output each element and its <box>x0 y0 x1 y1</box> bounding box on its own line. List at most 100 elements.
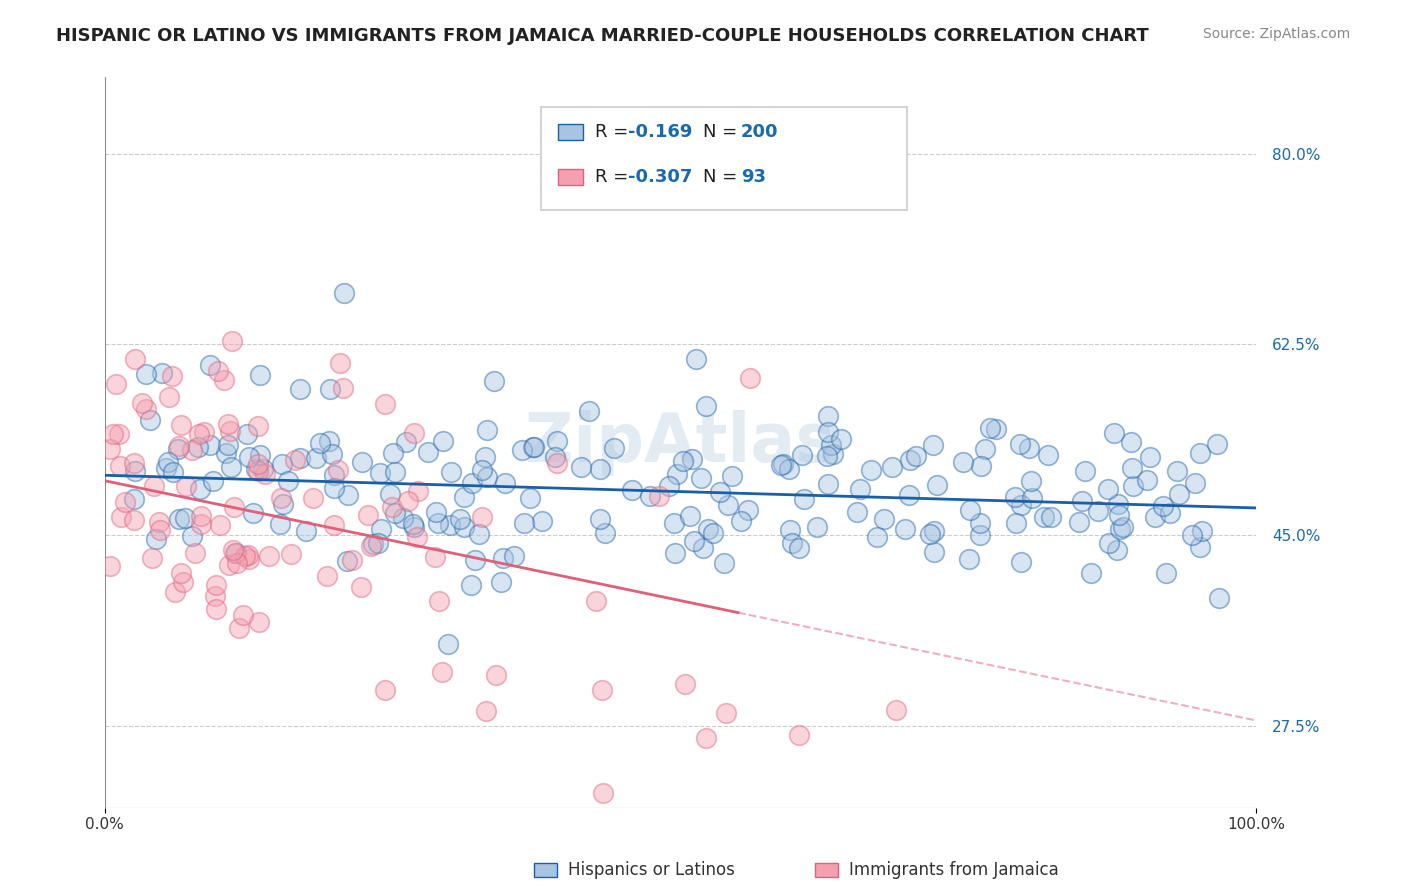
Point <box>122 513 145 527</box>
Text: Hispanics or Latinos: Hispanics or Latinos <box>568 861 735 879</box>
Point <box>682 534 704 549</box>
Point <box>384 465 406 479</box>
Point <box>396 494 419 508</box>
Point <box>247 615 270 629</box>
Point <box>821 447 844 461</box>
Point <box>461 475 484 490</box>
Point <box>453 491 475 505</box>
Point <box>135 367 157 381</box>
Point <box>315 569 337 583</box>
Point <box>790 448 813 462</box>
Point <box>329 356 352 370</box>
Text: -0.169: -0.169 <box>628 123 693 141</box>
Point <box>219 459 242 474</box>
Point <box>437 637 460 651</box>
Point <box>475 704 498 718</box>
Point <box>957 551 980 566</box>
Point <box>336 554 359 568</box>
Point <box>922 524 945 539</box>
Point <box>592 786 614 800</box>
Point <box>224 546 246 560</box>
Point <box>193 425 215 439</box>
Point <box>236 427 259 442</box>
Point <box>247 464 270 478</box>
Point <box>780 535 803 549</box>
Point <box>249 368 271 382</box>
Point <box>1010 437 1032 451</box>
Point <box>530 514 553 528</box>
Point <box>427 516 450 530</box>
Point <box>1206 437 1229 451</box>
Point <box>477 470 499 484</box>
Point <box>284 452 307 467</box>
Point <box>658 478 681 492</box>
Point <box>738 371 761 385</box>
Point <box>238 450 260 464</box>
Point <box>323 468 346 483</box>
Point <box>1021 491 1043 505</box>
Point <box>1159 506 1181 520</box>
Point <box>238 548 260 562</box>
Point <box>155 461 177 475</box>
Point <box>318 434 340 449</box>
Point <box>922 544 945 558</box>
Point <box>233 549 256 563</box>
Point <box>162 466 184 480</box>
Point <box>340 553 363 567</box>
Point <box>1105 543 1128 558</box>
Point <box>815 449 838 463</box>
Point <box>374 682 396 697</box>
Point <box>139 413 162 427</box>
Point <box>1208 591 1230 606</box>
Point <box>721 468 744 483</box>
Point <box>589 512 612 526</box>
Point <box>381 446 404 460</box>
Point <box>1152 499 1174 513</box>
Text: N =: N = <box>703 123 742 141</box>
Text: 93: 93 <box>741 168 766 186</box>
Point <box>1184 475 1206 490</box>
Point <box>249 448 271 462</box>
Point <box>900 452 922 467</box>
Point <box>380 487 402 501</box>
Point <box>152 366 174 380</box>
Point <box>370 522 392 536</box>
Point <box>1005 516 1028 530</box>
Point <box>217 438 239 452</box>
Point <box>849 482 872 496</box>
Point <box>114 495 136 509</box>
Point <box>273 497 295 511</box>
Point <box>1144 510 1167 524</box>
Point <box>218 425 240 439</box>
Point <box>672 454 695 468</box>
Point <box>1032 510 1054 524</box>
Point <box>217 417 239 431</box>
Point <box>184 546 207 560</box>
Point <box>207 364 229 378</box>
Point <box>104 377 127 392</box>
Point <box>679 508 702 523</box>
Point <box>730 514 752 528</box>
Point <box>166 442 188 457</box>
Point <box>921 438 943 452</box>
Point <box>522 440 544 454</box>
Point <box>290 382 312 396</box>
Point <box>817 477 839 491</box>
Point <box>1040 510 1063 524</box>
Point <box>190 509 212 524</box>
Point <box>494 475 516 490</box>
Point <box>491 550 513 565</box>
Point <box>367 535 389 549</box>
Point <box>453 520 475 534</box>
Point <box>1074 464 1097 478</box>
Point <box>603 441 626 455</box>
Text: N =: N = <box>703 168 749 186</box>
Point <box>789 729 811 743</box>
Point <box>482 374 505 388</box>
Point <box>280 547 302 561</box>
Point <box>246 457 269 471</box>
Point <box>695 399 717 413</box>
Point <box>432 665 454 679</box>
Point <box>108 459 131 474</box>
Point <box>405 530 427 544</box>
